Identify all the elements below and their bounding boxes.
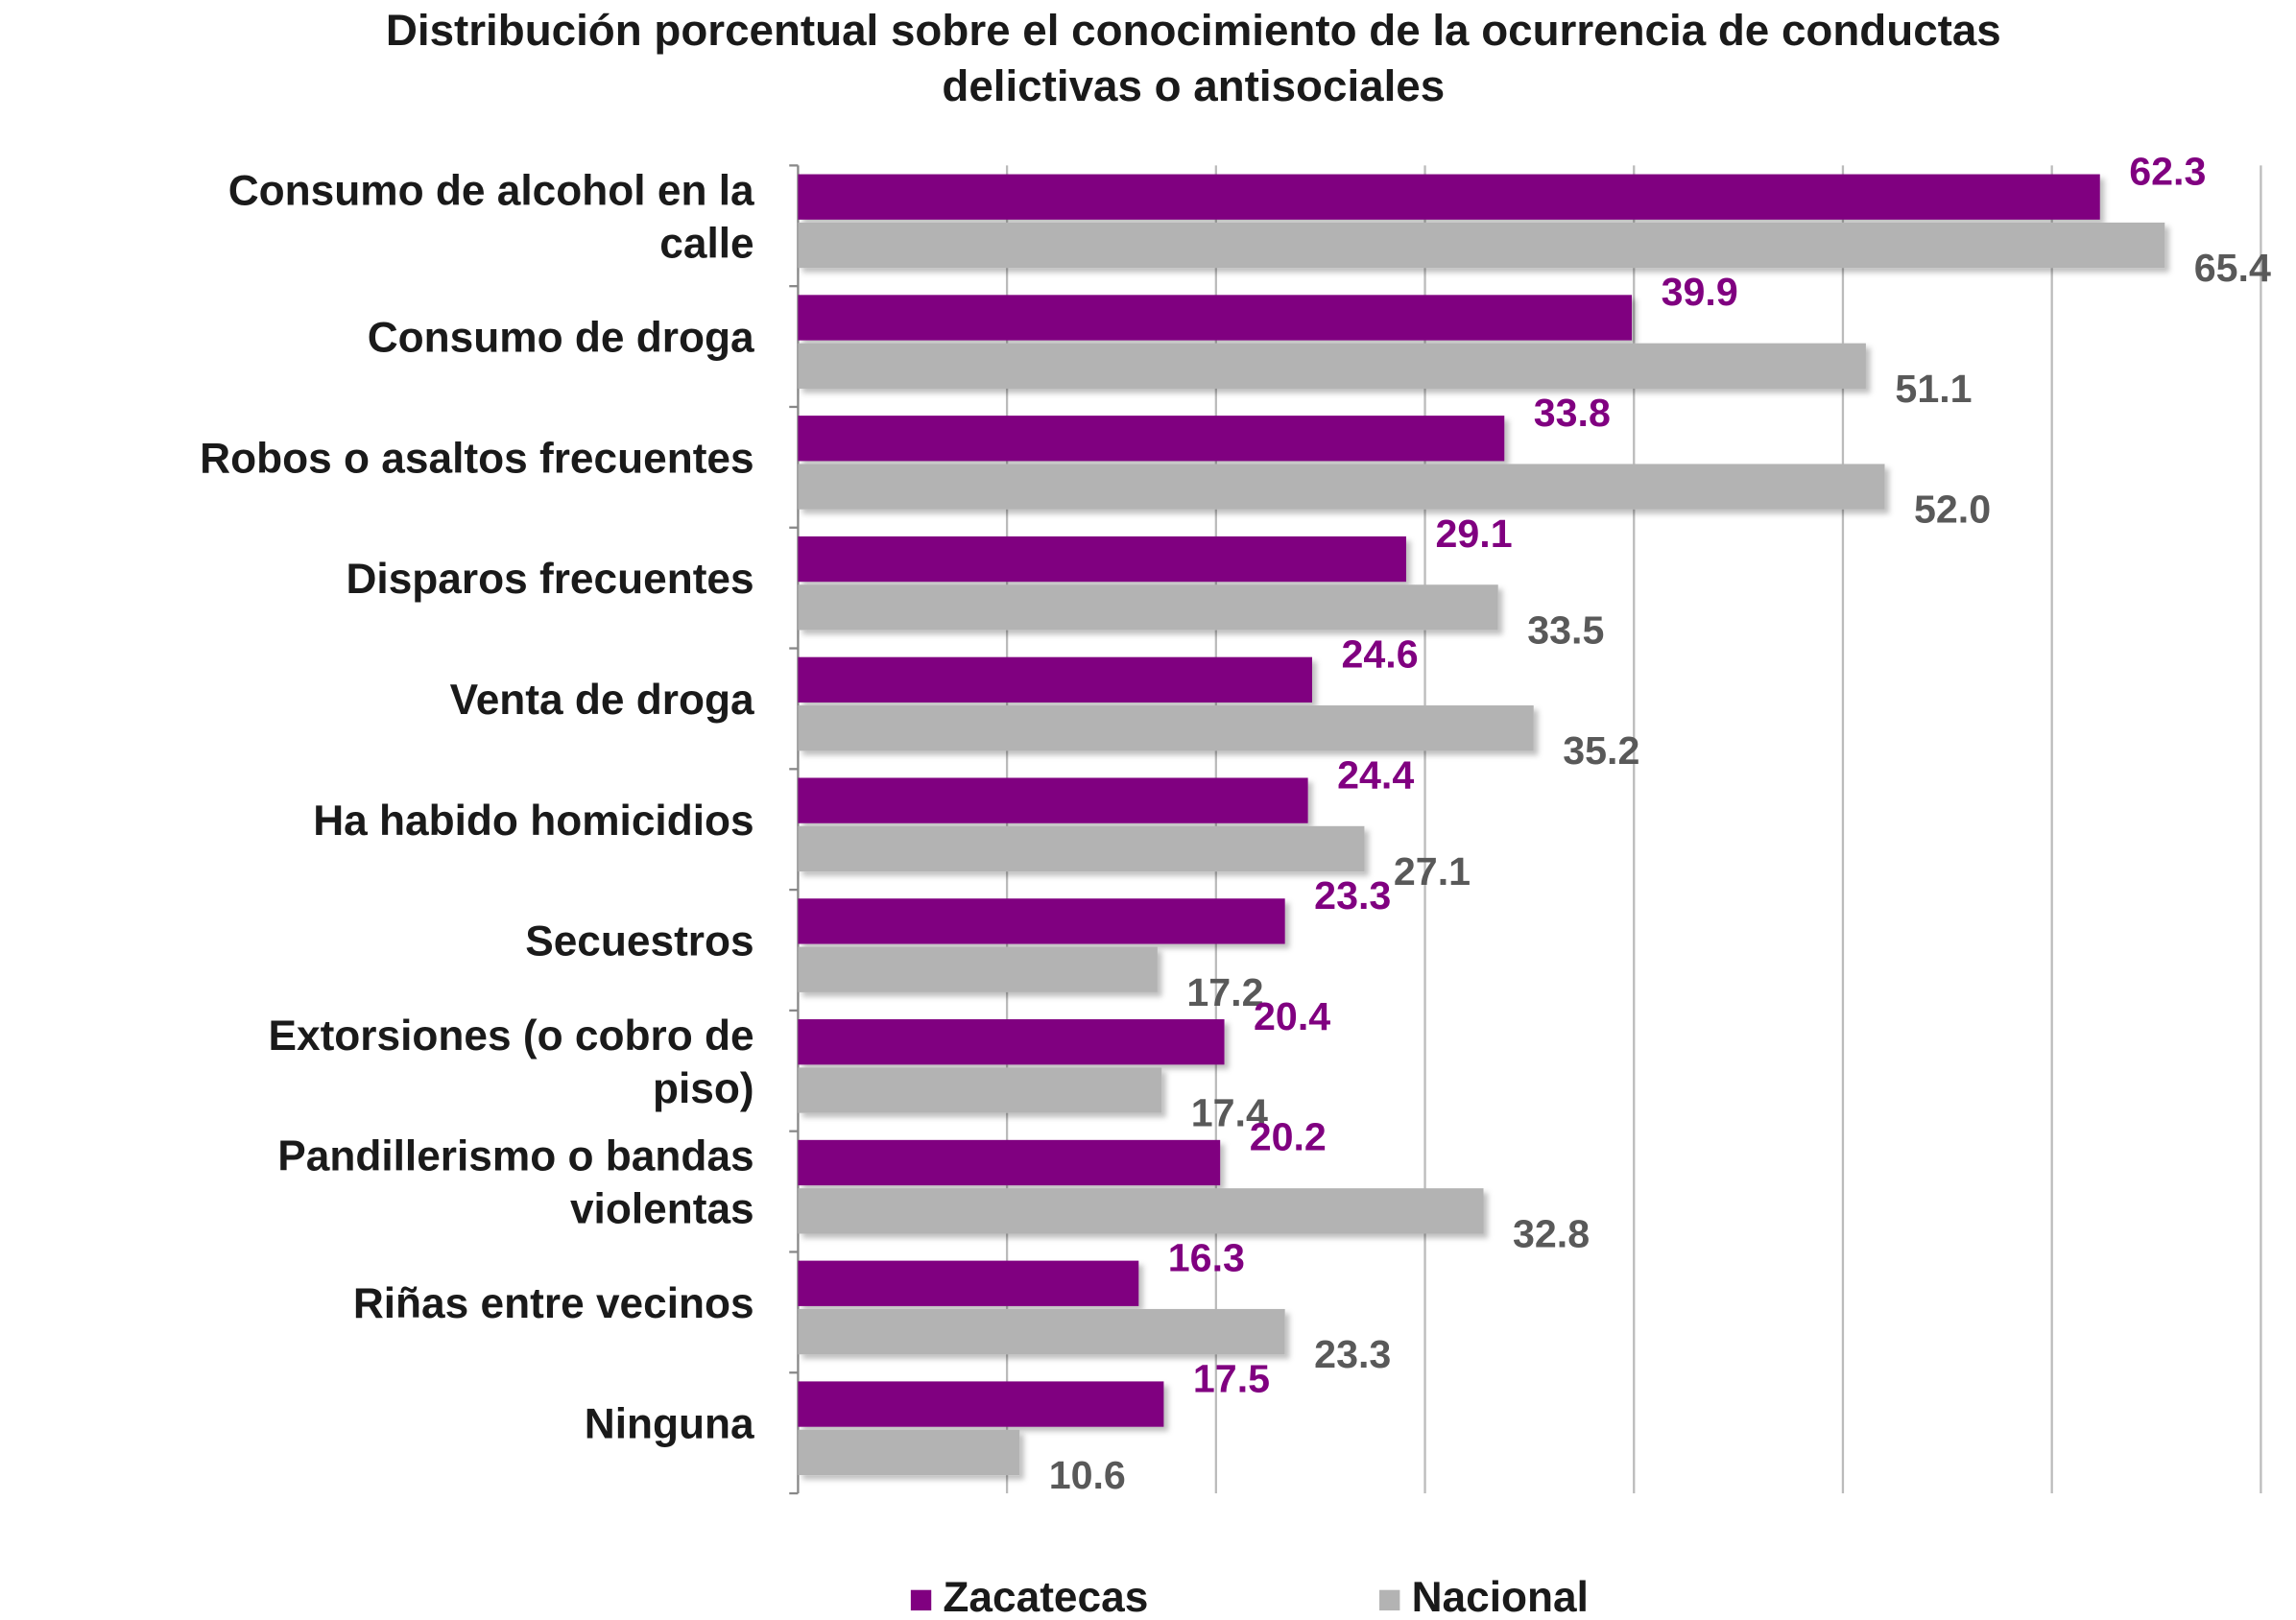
- bar: [798, 705, 1534, 751]
- data-label: 23.3: [1314, 1332, 1391, 1376]
- y-tick-label: Pandillerismo o bandas violentas: [277, 1132, 753, 1232]
- bar: [798, 777, 1308, 823]
- data-label: 27.1: [1394, 849, 1471, 893]
- y-tick-label: Consumo de droga: [368, 314, 754, 361]
- bar: [798, 584, 1498, 631]
- y-tick-label: Consumo de alcohol en la calle: [228, 167, 754, 267]
- data-label: 52.0: [1914, 488, 1991, 532]
- bar: [798, 174, 2100, 220]
- data-label: 17.2: [1186, 970, 1263, 1014]
- data-label: 39.9: [1662, 270, 1738, 314]
- bar: [798, 536, 1406, 583]
- data-label: 29.1: [1435, 512, 1512, 556]
- data-label: 17.5: [1193, 1356, 1270, 1400]
- bar: [798, 222, 2165, 269]
- bar: [798, 1139, 1221, 1186]
- bar: [798, 1067, 1162, 1113]
- legend-swatch: [910, 1589, 932, 1611]
- bar: [798, 416, 1505, 462]
- data-label: 20.4: [1254, 994, 1330, 1038]
- y-tick-label: Extorsiones (o cobro de piso): [268, 1012, 753, 1112]
- chart-title: Distribución porcentual sobre el conocim…: [386, 6, 2001, 110]
- y-tick-label: Disparos frecuentes: [346, 556, 753, 603]
- data-label: 16.3: [1168, 1235, 1245, 1279]
- data-label: 35.2: [1563, 728, 1639, 773]
- data-label: 17.4: [1191, 1091, 1268, 1135]
- data-label: 33.8: [1534, 391, 1611, 435]
- bar: [798, 825, 1365, 872]
- bar: [798, 295, 1633, 341]
- data-label: 24.6: [1341, 632, 1418, 677]
- data-label: 51.1: [1895, 367, 1972, 411]
- bar: [798, 1019, 1225, 1065]
- y-tick-label: Ha habido homicidios: [313, 797, 753, 844]
- y-tick-label: Venta de droga: [450, 677, 754, 724]
- y-tick-label: Riñas entre vecinos: [353, 1280, 754, 1327]
- bar: [798, 1188, 1484, 1234]
- y-tick-label: Robos o asaltos frecuentes: [200, 435, 753, 482]
- bar: [798, 1381, 1164, 1427]
- data-label: 65.4: [2194, 246, 2271, 290]
- bar: [798, 1260, 1139, 1306]
- data-label: 24.4: [1337, 752, 1414, 797]
- data-label: 33.5: [1527, 608, 1604, 652]
- legend-label: Zacatecas: [943, 1574, 1148, 1620]
- data-label: 32.8: [1513, 1211, 1590, 1255]
- data-label: 20.2: [1250, 1115, 1327, 1159]
- y-tick-label: Secuestros: [525, 917, 753, 965]
- bar: [798, 1429, 1020, 1476]
- data-label: 23.3: [1314, 873, 1391, 917]
- data-label: 62.3: [2129, 149, 2206, 193]
- data-label: 10.6: [1049, 1453, 1126, 1497]
- y-tick-label: Ninguna: [585, 1400, 754, 1447]
- legend-swatch: [1379, 1589, 1400, 1611]
- bar: [798, 464, 1885, 510]
- bar: [798, 1308, 1285, 1355]
- bar: [798, 656, 1312, 703]
- legend-label: Nacional: [1412, 1574, 1589, 1620]
- bar: [798, 343, 1866, 389]
- bar: [798, 898, 1285, 944]
- bar: [798, 946, 1158, 992]
